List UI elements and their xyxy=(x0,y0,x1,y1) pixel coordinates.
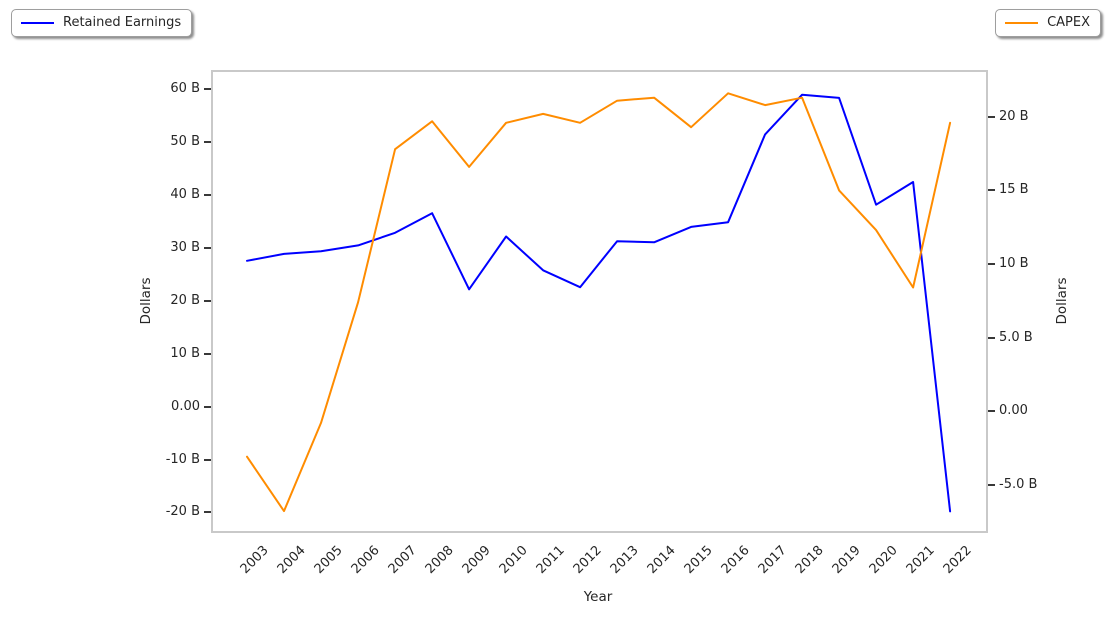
x-tick-label: 2003 xyxy=(237,543,272,578)
x-tick-label: 2008 xyxy=(422,543,457,578)
left-tick-mark xyxy=(204,511,211,514)
x-tick-label: 2010 xyxy=(496,543,531,578)
left-tick-label: 10 B xyxy=(170,345,200,361)
left-tick-mark xyxy=(204,405,211,408)
right-tick-label: 10 B xyxy=(999,255,1029,271)
left-tick-label: -20 B xyxy=(165,504,200,520)
left-tick-label: 20 B xyxy=(170,292,200,308)
left-tick-mark xyxy=(204,88,211,91)
right-axis-title: Dollars xyxy=(1054,277,1070,325)
left-tick-label: 40 B xyxy=(170,187,200,203)
legend-label-capex: CAPEX xyxy=(1047,15,1090,30)
right-tick-label: -5.0 B xyxy=(999,476,1038,492)
left-tick-mark xyxy=(204,299,211,302)
x-tick-label: 2017 xyxy=(755,543,790,578)
plot-area xyxy=(211,70,988,533)
legend-label-retained-earnings: Retained Earnings xyxy=(63,15,182,30)
x-tick-label: 2021 xyxy=(903,543,938,578)
legend-line-sample-blue xyxy=(21,22,54,24)
right-tick-label: 0.00 xyxy=(999,403,1028,419)
x-tick-label: 2019 xyxy=(829,543,864,578)
x-axis-title: Year xyxy=(583,589,613,605)
legend-retained-earnings: Retained Earnings xyxy=(11,9,193,37)
right-tick-mark xyxy=(988,189,995,192)
x-tick-label: 2014 xyxy=(644,543,679,578)
right-tick-mark xyxy=(988,115,995,118)
left-tick-mark xyxy=(204,352,211,355)
legend-capex: CAPEX xyxy=(995,9,1101,37)
x-tick-label: 2006 xyxy=(348,543,383,578)
left-tick-mark xyxy=(204,141,211,144)
right-tick-label: 20 B xyxy=(999,108,1029,124)
x-tick-label: 2004 xyxy=(274,543,309,578)
x-tick-label: 2012 xyxy=(570,543,605,578)
x-tick-label: 2016 xyxy=(718,543,753,578)
x-tick-label: 2022 xyxy=(940,543,975,578)
right-tick-mark xyxy=(988,336,995,339)
left-tick-mark xyxy=(204,194,211,197)
right-tick-mark xyxy=(988,410,995,413)
left-tick-label: 60 B xyxy=(170,81,200,97)
x-tick-label: 2011 xyxy=(533,543,568,578)
legend-line-sample-orange xyxy=(1005,22,1039,24)
right-tick-label: 15 B xyxy=(999,182,1029,198)
left-tick-label: 50 B xyxy=(170,134,200,150)
x-tick-label: 2018 xyxy=(792,543,827,578)
left-tick-label: 30 B xyxy=(170,240,200,256)
x-tick-label: 2005 xyxy=(311,543,346,578)
x-tick-label: 2015 xyxy=(681,543,716,578)
right-tick-mark xyxy=(988,262,995,265)
x-tick-label: 2007 xyxy=(385,543,420,578)
x-tick-label: 2013 xyxy=(607,543,642,578)
left-tick-mark xyxy=(204,458,211,461)
left-tick-label: -10 B xyxy=(165,451,200,467)
right-tick-mark xyxy=(988,483,995,486)
left-tick-label: 0.00 xyxy=(171,398,200,414)
left-axis-title: Dollars xyxy=(138,277,154,325)
right-tick-label: 5.0 B xyxy=(999,329,1033,345)
x-tick-label: 2009 xyxy=(459,543,494,578)
x-tick-label: 2020 xyxy=(866,543,901,578)
series-line-retained-earnings xyxy=(246,93,952,513)
left-tick-mark xyxy=(204,247,211,250)
series-line-capex xyxy=(246,92,952,513)
line-chart xyxy=(246,92,952,513)
